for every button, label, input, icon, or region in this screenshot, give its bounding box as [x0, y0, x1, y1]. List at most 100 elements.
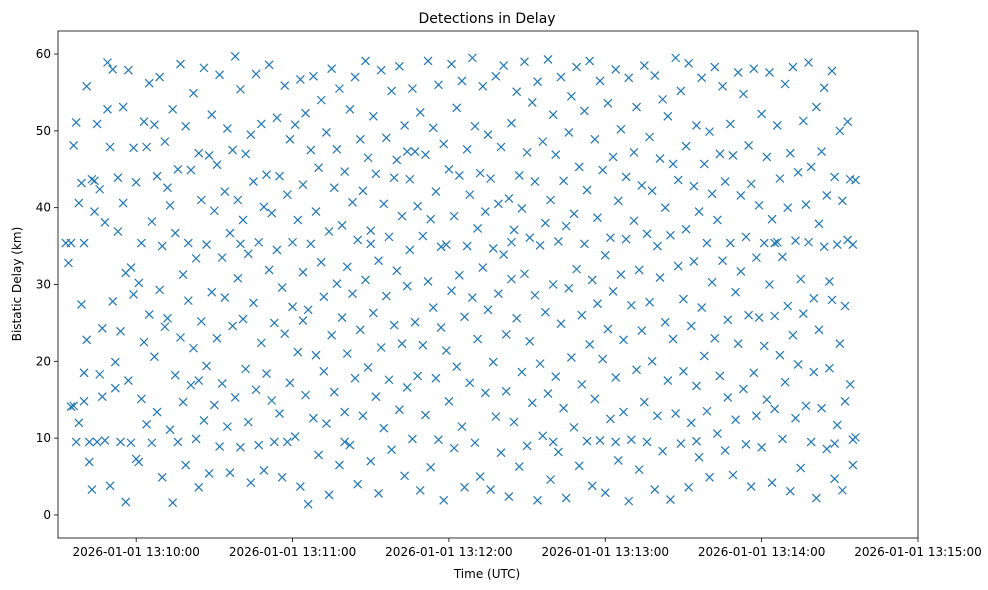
data-point: [467, 293, 477, 302]
data-point: [66, 402, 76, 412]
plot-frame: [57, 30, 919, 539]
data-point: [238, 215, 248, 225]
data-point: [319, 366, 329, 376]
data-point: [705, 127, 714, 137]
data-point: [530, 177, 540, 186]
data-point: [509, 225, 519, 235]
data-point: [793, 167, 803, 177]
data-point: [176, 59, 185, 69]
data-point: [426, 462, 436, 472]
data-point: [520, 269, 529, 279]
y-tick-label: 20: [36, 354, 51, 368]
data-point: [379, 423, 389, 433]
data-point: [400, 471, 410, 481]
data-point: [170, 370, 180, 380]
data-point: [707, 277, 717, 287]
data-point: [186, 380, 196, 390]
data-point: [212, 160, 222, 170]
data-point: [561, 221, 571, 231]
data-point: [738, 384, 748, 394]
data-point: [525, 336, 535, 346]
data-point: [157, 472, 167, 482]
data-point: [801, 401, 811, 411]
data-point: [280, 329, 290, 339]
data-point: [129, 290, 139, 299]
data-point: [629, 216, 639, 226]
data-point: [116, 437, 125, 447]
data-point: [139, 337, 149, 347]
data-point: [564, 283, 574, 293]
data-point: [418, 340, 428, 350]
data-point: [540, 307, 550, 317]
data-point: [694, 452, 704, 462]
data-point: [603, 324, 613, 334]
data-point: [778, 434, 787, 444]
data-point: [473, 223, 483, 233]
data-point: [303, 305, 313, 315]
data-point: [337, 220, 347, 230]
data-point: [804, 237, 813, 247]
data-point: [642, 229, 652, 239]
data-point: [191, 253, 201, 263]
data-point: [608, 286, 618, 296]
data-point: [845, 379, 855, 389]
data-point: [321, 127, 331, 137]
data-point: [209, 400, 219, 410]
data-point: [559, 176, 569, 186]
data-point: [285, 134, 295, 144]
data-point: [230, 392, 240, 402]
data-point: [564, 127, 574, 137]
data-point: [496, 448, 506, 458]
data-point: [512, 87, 522, 97]
data-point: [246, 130, 256, 140]
data-point: [652, 241, 662, 251]
data-point: [559, 403, 569, 413]
data-point: [595, 76, 605, 86]
data-point: [103, 58, 112, 67]
data-point: [851, 175, 860, 185]
data-point: [697, 303, 707, 312]
chart-title: Detections in Delay: [418, 11, 555, 27]
data-point: [366, 226, 376, 236]
data-point: [329, 183, 339, 193]
data-point: [705, 472, 714, 482]
data-point: [381, 291, 391, 301]
data-point: [436, 242, 446, 252]
data-point: [267, 396, 277, 405]
data-point: [235, 239, 245, 249]
data-point: [692, 436, 701, 446]
data-point: [209, 206, 219, 216]
data-point: [277, 283, 287, 292]
data-point: [100, 436, 110, 445]
data-point: [684, 482, 694, 492]
data-point: [720, 177, 730, 186]
data-point: [679, 366, 688, 376]
data-point: [796, 274, 806, 284]
data-point: [371, 169, 381, 179]
data-point: [650, 71, 660, 80]
data-point: [444, 396, 454, 406]
data-point: [551, 150, 561, 160]
data-point: [830, 474, 840, 484]
data-point: [280, 81, 290, 90]
data-point: [194, 376, 204, 385]
data-point: [439, 495, 449, 505]
x-tick-label: 2026-01-01 13:11:00: [229, 545, 356, 559]
data-point: [770, 311, 780, 321]
data-point: [207, 287, 217, 297]
data-point: [454, 270, 464, 280]
data-point: [183, 238, 193, 248]
data-point: [723, 392, 733, 402]
data-point: [264, 265, 274, 275]
data-point: [376, 343, 386, 352]
data-point: [465, 378, 475, 388]
data-point: [754, 313, 764, 322]
data-point: [275, 171, 284, 181]
data-point: [754, 200, 764, 210]
data-point: [371, 392, 381, 402]
data-point: [186, 165, 196, 175]
data-point: [835, 339, 845, 349]
data-point: [616, 124, 626, 134]
data-point: [507, 237, 516, 247]
